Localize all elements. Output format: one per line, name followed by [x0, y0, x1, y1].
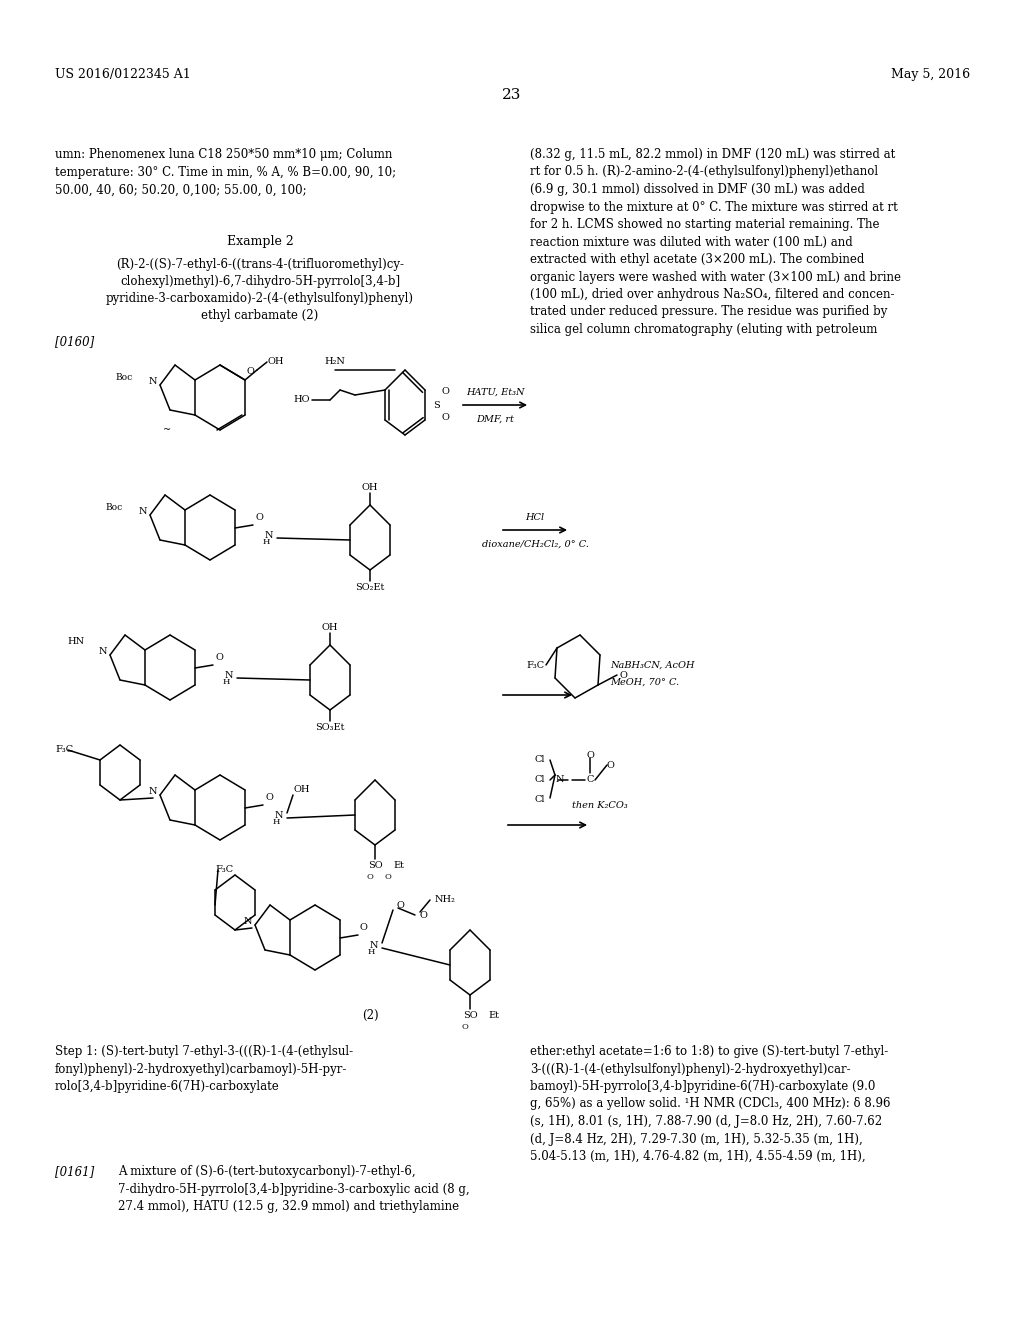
Text: H: H: [223, 678, 230, 686]
Text: O: O: [620, 671, 628, 680]
Text: SO₃Et: SO₃Et: [315, 722, 345, 731]
Text: OH: OH: [267, 358, 284, 367]
Text: O: O: [246, 367, 254, 376]
Text: Boc: Boc: [116, 374, 133, 383]
Text: MeOH, 70° C.: MeOH, 70° C.: [610, 677, 679, 686]
Text: Cl: Cl: [535, 796, 545, 804]
Text: O: O: [255, 513, 263, 523]
Text: HO: HO: [294, 396, 310, 404]
Text: O: O: [215, 653, 223, 663]
Text: (2): (2): [361, 1008, 378, 1022]
Text: SO₂Et: SO₂Et: [355, 582, 385, 591]
Text: N: N: [225, 671, 233, 680]
Text: Step 1: (S)-tert-butyl 7-ethyl-3-(((R)-1-(4-(ethylsul-
fonyl)phenyl)-2-hydroxyet: Step 1: (S)-tert-butyl 7-ethyl-3-(((R)-1…: [55, 1045, 353, 1093]
Text: N: N: [370, 940, 379, 949]
Text: (R)-2-((S)-7-ethyl-6-((trans-4-(trifluoromethyl)cy-
clohexyl)methyl)-6,7-dihydro: (R)-2-((S)-7-ethyl-6-((trans-4-(trifluor…: [106, 257, 414, 322]
Text: HATU, Et₃N: HATU, Et₃N: [466, 388, 524, 397]
Text: N: N: [275, 810, 284, 820]
Text: O: O: [441, 413, 449, 422]
Text: umn: Phenomenex luna C18 250*50 mm*10 μm; Column
temperature: 30° C. Time in min: umn: Phenomenex luna C18 250*50 mm*10 μm…: [55, 148, 396, 197]
Text: N: N: [138, 507, 147, 516]
Text: Cl: Cl: [535, 755, 545, 764]
Text: H₂N: H₂N: [325, 358, 345, 367]
Text: SO: SO: [368, 861, 382, 870]
Text: O: O: [367, 873, 374, 880]
Text: N: N: [148, 378, 158, 387]
Text: SO: SO: [463, 1011, 477, 1019]
Text: N: N: [148, 788, 158, 796]
Text: O: O: [420, 911, 428, 920]
Text: Cl: Cl: [535, 776, 545, 784]
Text: O: O: [462, 1023, 468, 1031]
Text: dioxane/CH₂Cl₂, 0° C.: dioxane/CH₂Cl₂, 0° C.: [481, 540, 589, 549]
Text: O: O: [265, 793, 272, 803]
Text: HN: HN: [68, 638, 85, 647]
Text: DMF, rt: DMF, rt: [476, 414, 514, 424]
Text: O: O: [606, 760, 614, 770]
Text: O: O: [586, 751, 594, 759]
Text: NaBH₃CN, AcOH: NaBH₃CN, AcOH: [610, 660, 694, 669]
Text: ether:ethyl acetate=1:6 to 1:8) to give (S)-tert-butyl 7-ethyl-
3-(((R)-1-(4-(et: ether:ethyl acetate=1:6 to 1:8) to give …: [530, 1045, 891, 1163]
Text: F₃C: F₃C: [527, 660, 545, 669]
Text: A mixture of (S)-6-(tert-butoxycarbonyl)-7-ethyl-6,
7-dihydro-5H-pyrrolo[3,4-b]p: A mixture of (S)-6-(tert-butoxycarbonyl)…: [118, 1166, 470, 1213]
Text: Et: Et: [488, 1011, 499, 1020]
Text: H: H: [263, 539, 270, 546]
Text: N: N: [244, 917, 252, 927]
Text: O: O: [360, 924, 368, 932]
Text: [0160]: [0160]: [55, 335, 94, 348]
Text: F₃C: F₃C: [55, 746, 73, 755]
Text: H: H: [368, 948, 376, 956]
Text: HCl: HCl: [525, 513, 545, 521]
Text: NH₂: NH₂: [435, 895, 456, 904]
Text: Boc: Boc: [105, 503, 123, 512]
Text: C: C: [587, 776, 594, 784]
Text: US 2016/0122345 A1: US 2016/0122345 A1: [55, 69, 190, 81]
Text: S: S: [433, 400, 439, 409]
Text: N: N: [98, 648, 108, 656]
Text: OH: OH: [361, 483, 378, 491]
Text: then K₂CO₃: then K₂CO₃: [572, 800, 628, 809]
Text: Et: Et: [393, 862, 404, 870]
Text: 23: 23: [503, 88, 521, 102]
Text: ~: ~: [163, 425, 171, 434]
Text: OH: OH: [293, 785, 309, 795]
Text: O: O: [385, 873, 391, 880]
Text: H: H: [273, 818, 281, 826]
Text: O: O: [441, 388, 449, 396]
Text: F₃C: F₃C: [215, 866, 233, 874]
Text: Example 2: Example 2: [226, 235, 293, 248]
Text: O: O: [396, 900, 403, 909]
Text: May 5, 2016: May 5, 2016: [891, 69, 970, 81]
Text: (8.32 g, 11.5 mL, 82.2 mmol) in DMF (120 mL) was stirred at
rt for 0.5 h. (R)-2-: (8.32 g, 11.5 mL, 82.2 mmol) in DMF (120…: [530, 148, 901, 337]
Text: N: N: [265, 531, 273, 540]
Text: N: N: [556, 776, 564, 784]
Text: OH: OH: [322, 623, 338, 631]
Text: [0161]: [0161]: [55, 1166, 94, 1177]
